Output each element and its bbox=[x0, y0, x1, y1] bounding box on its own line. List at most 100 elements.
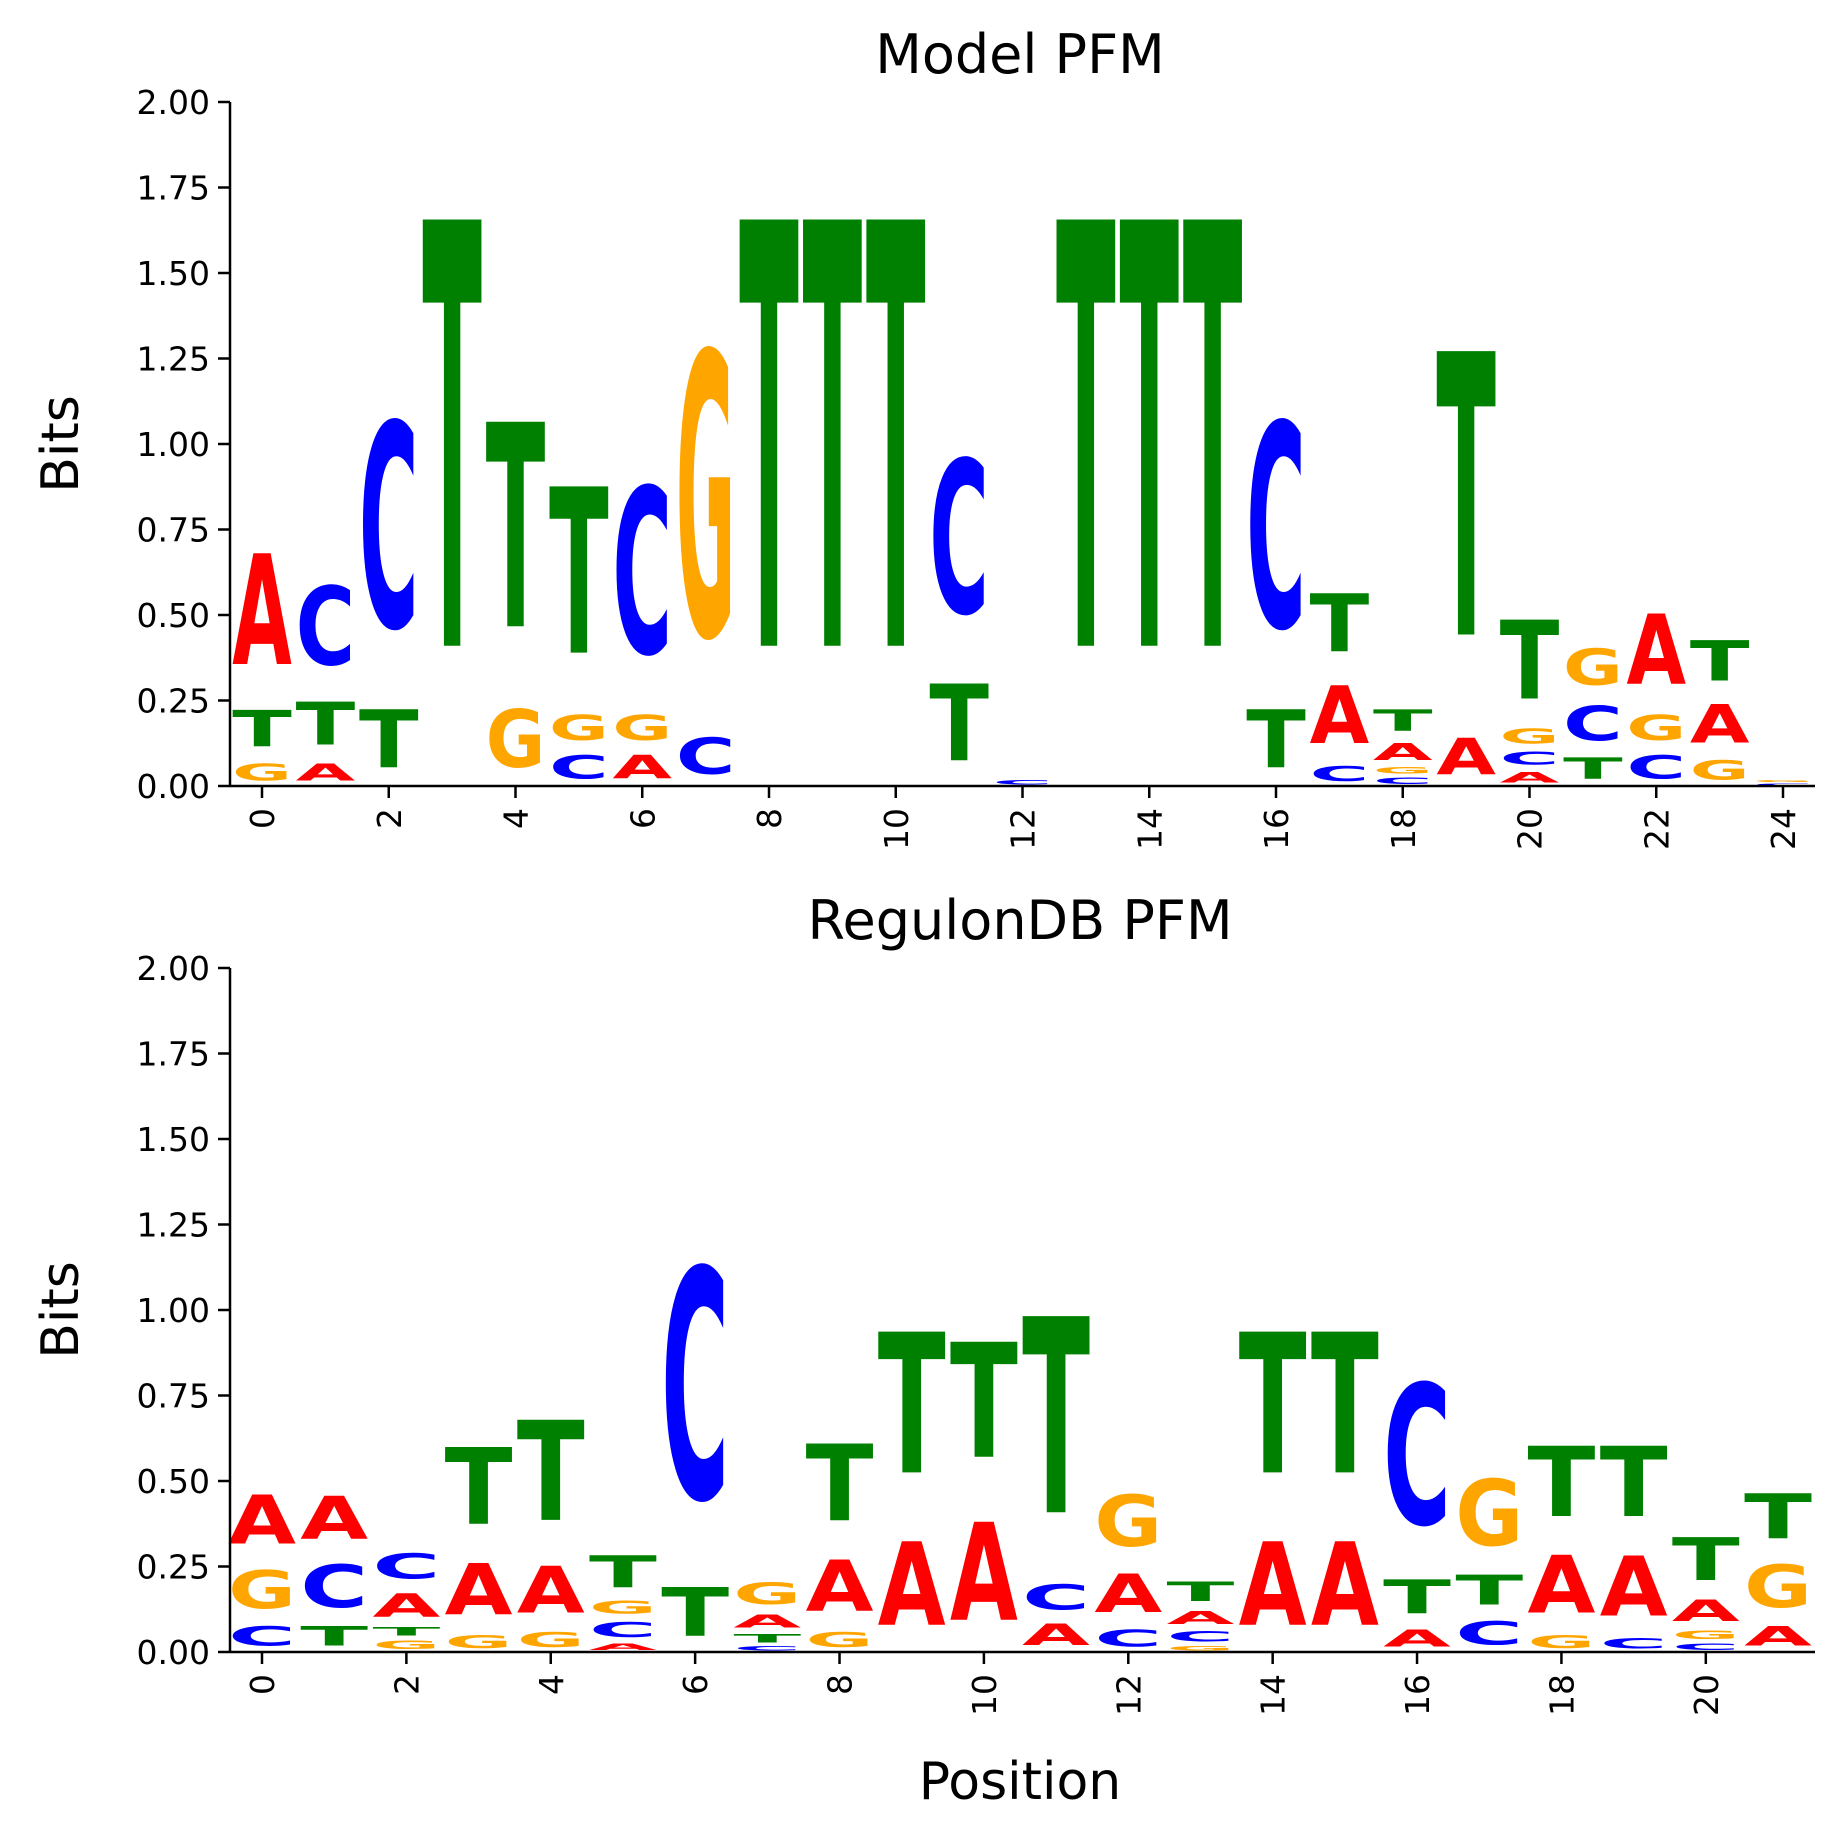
y-tick-label: 1.25 bbox=[137, 1206, 210, 1245]
y-tick-label: 1.50 bbox=[137, 1120, 210, 1159]
logo-letter-T: T bbox=[739, 103, 799, 784]
logo-letter-T: T bbox=[589, 1547, 658, 1598]
logo-letter-A: A bbox=[1311, 1519, 1379, 1651]
y-tick-label: 2.00 bbox=[137, 83, 210, 122]
logo-letter-G: G bbox=[1500, 725, 1560, 749]
logo-letter-A: A bbox=[1239, 1519, 1307, 1651]
logo-letter-T: T bbox=[1690, 629, 1750, 694]
logo-letter-C: C bbox=[676, 728, 736, 786]
logo-letter-A: A bbox=[1167, 1607, 1235, 1628]
logo-letter-A: A bbox=[1528, 1540, 1596, 1632]
x-tick-label: 24 bbox=[1764, 808, 1803, 850]
logo-letter-A: A bbox=[1373, 738, 1433, 765]
axes: 0.00 0.25 0.50 0.75 1.00 1.25 1.50 1.75 2.00 0 2 4 6… bbox=[137, 949, 1815, 1716]
logo-letter-T: T bbox=[300, 1621, 368, 1652]
logo-letter-T: T bbox=[422, 103, 482, 784]
logo-letter-G: G bbox=[1563, 639, 1623, 697]
logo-letter-C: C bbox=[1500, 748, 1560, 769]
x-tick-label: 14 bbox=[1254, 1674, 1293, 1716]
logo-letter-A: A bbox=[300, 1485, 368, 1553]
logo-letter-T: T bbox=[296, 690, 356, 758]
regulondb-pfm-panel: RegulonDB PFM Bits Position CGATCAGTACGA… bbox=[31, 889, 1815, 1812]
logo-letter-C: C bbox=[1022, 1577, 1090, 1618]
logo-letter-T: T bbox=[1455, 1566, 1523, 1614]
logo-letter-C: C bbox=[549, 749, 609, 786]
logo-letter-G: G bbox=[1373, 766, 1433, 776]
logo-letter-G: G bbox=[612, 708, 672, 749]
logo-letter-C: C bbox=[1246, 365, 1306, 692]
logo-letter-G: G bbox=[228, 1561, 296, 1622]
y-tick-label: 0.00 bbox=[137, 767, 210, 806]
y-axis-label: Bits bbox=[31, 395, 91, 493]
logo-letter-C: C bbox=[929, 417, 989, 662]
logo-letter-A: A bbox=[445, 1549, 513, 1631]
x-tick-label: 10 bbox=[965, 1674, 1004, 1716]
logo-letter-A: A bbox=[1310, 671, 1370, 762]
logo-letter-A: A bbox=[228, 1482, 296, 1560]
logo-letter-C: C bbox=[300, 1554, 368, 1622]
x-tick-label: 14 bbox=[1130, 808, 1169, 850]
logo-letter-A: A bbox=[1600, 1539, 1668, 1635]
y-tick-label: 0.25 bbox=[137, 1548, 210, 1587]
logo-letter-G: G bbox=[445, 1632, 513, 1652]
x-tick-label: 8 bbox=[821, 1674, 860, 1695]
logo-letter-A: A bbox=[1672, 1594, 1740, 1628]
logo-letter-A: A bbox=[1500, 769, 1560, 786]
logo-letter-G: G bbox=[1672, 1628, 1740, 1642]
y-tick-label: 0.75 bbox=[137, 1377, 210, 1416]
logo-letter-C: C bbox=[359, 365, 419, 692]
logo-letter-G: G bbox=[1753, 779, 1813, 782]
logo-letter-A: A bbox=[1626, 595, 1686, 708]
logo-letter-A: A bbox=[296, 759, 356, 786]
logo-letter-T: T bbox=[486, 367, 546, 694]
logo-letter-G: G bbox=[676, 273, 736, 726]
logo-letter-C: C bbox=[296, 564, 356, 691]
logo-letter-T: T bbox=[661, 1574, 729, 1652]
logo-letter-C: C bbox=[1383, 1345, 1451, 1569]
y-tick-label: 0.00 bbox=[137, 1633, 210, 1672]
x-tick-label: 2 bbox=[370, 808, 409, 829]
x-tick-label: 12 bbox=[1109, 1674, 1148, 1716]
logo-letter-T: T bbox=[1310, 578, 1370, 670]
logo-letter-T: T bbox=[445, 1428, 513, 1550]
x-tick-label: 0 bbox=[243, 808, 282, 829]
chart-title: Model PFM bbox=[875, 23, 1165, 86]
logo-letter-G: G bbox=[549, 708, 609, 749]
logo-letter-G: G bbox=[486, 694, 546, 786]
logo-letter-T: T bbox=[1373, 705, 1433, 739]
y-tick-label: 1.00 bbox=[137, 1291, 210, 1330]
logo-letter-T: T bbox=[1528, 1427, 1596, 1539]
logo-letter-A: A bbox=[1094, 1564, 1162, 1625]
logo-letter-T: T bbox=[1744, 1482, 1812, 1553]
logo-letter-A: A bbox=[878, 1519, 946, 1651]
logo-letter-G: G bbox=[232, 759, 292, 786]
logo-letter-T: T bbox=[733, 1631, 801, 1645]
logo-letter-A: A bbox=[1744, 1622, 1812, 1652]
x-tick-label: 18 bbox=[1384, 808, 1423, 850]
x-tick-label: 20 bbox=[1511, 808, 1550, 850]
x-tick-label: 10 bbox=[877, 808, 916, 850]
y-tick-label: 1.00 bbox=[137, 425, 210, 464]
logo-letter-G: G bbox=[806, 1628, 874, 1652]
y-tick-label: 1.75 bbox=[137, 1035, 210, 1074]
logo-letter-G: G bbox=[1626, 708, 1686, 749]
logo-letter-T: T bbox=[878, 1295, 946, 1519]
logo-letter-A: A bbox=[612, 748, 672, 786]
x-tick-label: 4 bbox=[497, 808, 536, 829]
logo-letter-T: T bbox=[359, 694, 419, 786]
logo-letter-G: G bbox=[1455, 1462, 1523, 1566]
logo-letter-A: A bbox=[589, 1642, 657, 1652]
logo-letter-A: A bbox=[232, 524, 292, 701]
logo-letter-A: A bbox=[1383, 1625, 1451, 1652]
logo-letter-C: C bbox=[589, 1618, 657, 1642]
x-tick-label: 2 bbox=[387, 1674, 426, 1695]
logo-letter-C: C bbox=[1563, 698, 1623, 752]
logo-letter-C: C bbox=[612, 442, 672, 707]
logo-letter-T: T bbox=[950, 1312, 1018, 1495]
y-tick-label: 0.50 bbox=[137, 1462, 210, 1501]
logo-stacks: CGATCAGTACGATGATACGTTCCTAGGATATATACTCAGG… bbox=[228, 1204, 1812, 1652]
logo-letter-T: T bbox=[549, 441, 609, 706]
y-tick-label: 1.25 bbox=[137, 340, 210, 379]
x-tick-label: 6 bbox=[623, 808, 662, 829]
